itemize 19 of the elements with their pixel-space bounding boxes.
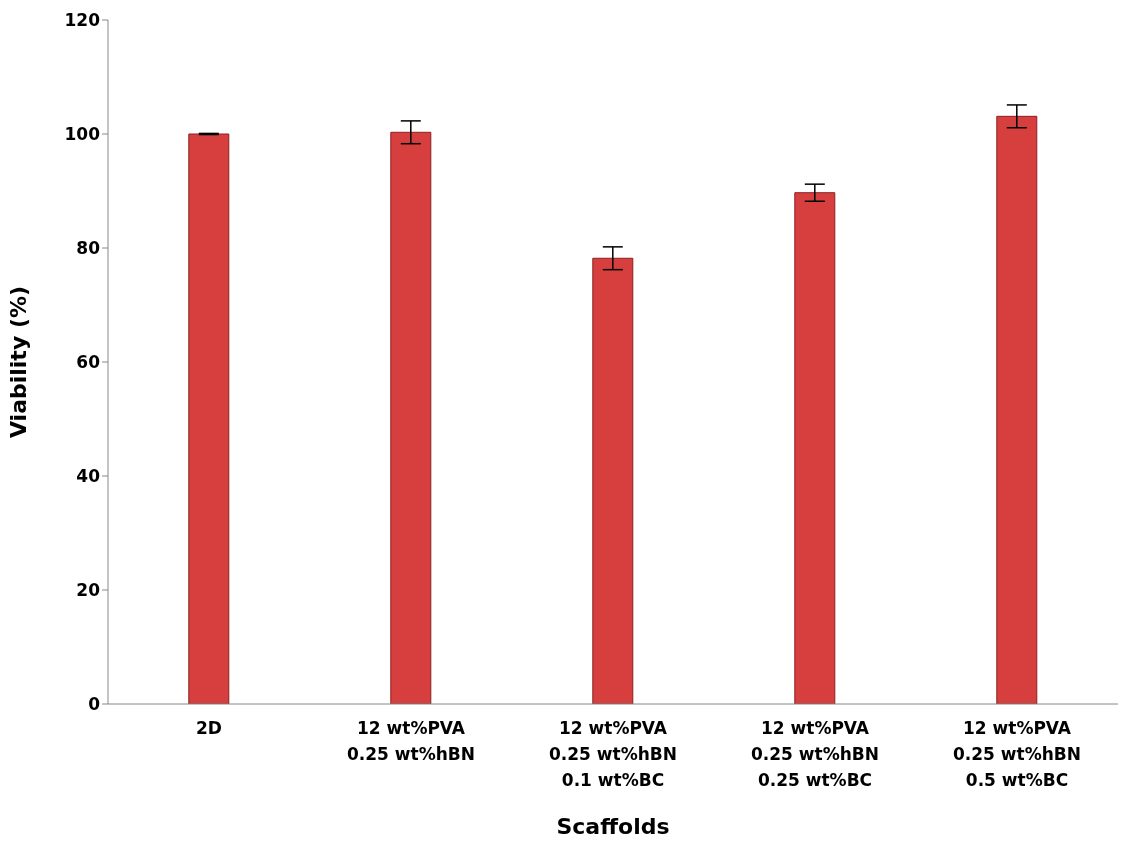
x-tick-label: 12 wt%PVA 0.25 wt%hBN 0.5 wt%BC — [952, 718, 1082, 790]
y-axis-title: Viability (%) — [5, 285, 31, 439]
x-axis-title: Scaffolds — [556, 814, 670, 839]
x-tick-label: 2D — [196, 718, 222, 738]
y-tick-label: 40 — [76, 466, 101, 487]
bar — [390, 131, 432, 704]
bar — [794, 192, 836, 704]
x-tick-label: 12 wt%PVA 0.25 wt%hBN 0.25 wt%BC — [750, 718, 880, 790]
y-tick-label: 0 — [88, 694, 101, 715]
y-tick-label: 20 — [76, 580, 101, 601]
y-tick-label: 120 — [64, 10, 101, 31]
y-tick-label: 100 — [64, 124, 101, 145]
bar — [188, 133, 230, 704]
y-tick-label: 80 — [76, 238, 101, 259]
x-tick-label: 12 wt%PVA 0.25 wt%hBN — [346, 718, 476, 764]
bar — [592, 257, 634, 704]
y-tick-label: 60 — [76, 352, 101, 373]
bar — [996, 115, 1038, 704]
x-tick-label: 12 wt%PVA 0.25 wt%hBN 0.1 wt%BC — [548, 718, 678, 790]
